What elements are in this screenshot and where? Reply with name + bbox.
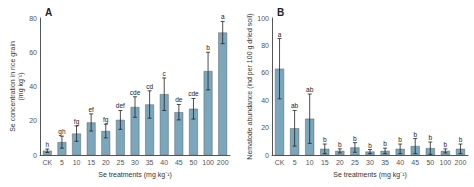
svg-text:10: 10 <box>306 159 314 166</box>
svg-text:Se concentration in rice grain: Se concentration in rice grain <box>9 41 17 132</box>
svg-text:b: b <box>413 131 417 138</box>
svg-text:a: a <box>221 13 225 20</box>
svg-text:def: def <box>116 102 125 109</box>
svg-text:c: c <box>163 70 167 77</box>
svg-text:CK: CK <box>275 159 285 166</box>
svg-text:200: 200 <box>455 159 467 166</box>
svg-text:35: 35 <box>146 159 154 166</box>
svg-text:b: b <box>338 141 342 148</box>
svg-text:20: 20 <box>336 159 344 166</box>
svg-text:45: 45 <box>175 159 183 166</box>
svg-text:60: 60 <box>261 69 269 76</box>
svg-text:b: b <box>459 136 463 143</box>
svg-text:b: b <box>398 136 402 143</box>
svg-text:20: 20 <box>261 124 269 131</box>
svg-text:60: 60 <box>29 49 37 56</box>
svg-text:35: 35 <box>381 159 389 166</box>
svg-text:b: b <box>323 136 327 143</box>
svg-text:b: b <box>428 134 432 141</box>
svg-text:gh: gh <box>58 128 66 136</box>
svg-text:b: b <box>206 44 210 51</box>
svg-text:Se treatments (mg kg⁻¹): Se treatments (mg kg⁻¹) <box>333 171 407 179</box>
svg-text:(mg kg⁻¹): (mg kg⁻¹) <box>17 72 25 100</box>
svg-text:80: 80 <box>29 15 37 22</box>
svg-text:50: 50 <box>190 159 198 166</box>
svg-text:100: 100 <box>440 159 452 166</box>
svg-text:A: A <box>45 7 52 18</box>
svg-text:5: 5 <box>60 159 64 166</box>
svg-text:25: 25 <box>116 159 124 166</box>
svg-text:ab: ab <box>306 86 314 93</box>
svg-text:100: 100 <box>202 159 214 166</box>
svg-text:a: a <box>278 31 282 38</box>
svg-text:20: 20 <box>102 159 110 166</box>
svg-text:45: 45 <box>411 159 419 166</box>
svg-text:B: B <box>277 7 284 18</box>
svg-text:25: 25 <box>351 159 359 166</box>
svg-text:cde: cde <box>130 89 141 96</box>
svg-text:100: 100 <box>257 15 269 22</box>
svg-text:30: 30 <box>366 159 374 166</box>
svg-text:h: h <box>45 141 49 148</box>
svg-text:0: 0 <box>33 152 37 159</box>
svg-text:0: 0 <box>265 152 269 159</box>
svg-text:40: 40 <box>396 159 404 166</box>
svg-text:15: 15 <box>87 159 95 166</box>
svg-text:b: b <box>353 135 357 142</box>
svg-text:30: 30 <box>131 159 139 166</box>
svg-text:80: 80 <box>261 42 269 49</box>
svg-text:cde: cde <box>188 90 199 97</box>
svg-text:b: b <box>383 140 387 147</box>
svg-text:10: 10 <box>73 159 81 166</box>
svg-text:Se treatments (mg kg⁻¹): Se treatments (mg kg⁻¹) <box>98 171 172 179</box>
svg-text:200: 200 <box>217 159 229 166</box>
svg-text:fg: fg <box>74 118 80 126</box>
svg-text:40: 40 <box>29 83 37 90</box>
svg-text:40: 40 <box>160 159 168 166</box>
svg-text:40: 40 <box>261 97 269 104</box>
svg-text:15: 15 <box>321 159 329 166</box>
svg-text:ab: ab <box>291 102 299 109</box>
svg-text:50: 50 <box>426 159 434 166</box>
svg-text:de: de <box>175 96 183 103</box>
svg-text:fg: fg <box>103 116 109 124</box>
svg-text:cd: cd <box>146 83 153 90</box>
svg-text:ef: ef <box>88 106 94 113</box>
svg-text:b: b <box>444 141 448 148</box>
svg-text:b: b <box>368 142 372 149</box>
svg-text:CK: CK <box>42 159 52 166</box>
svg-text:Nematode abundance (ind per 10: Nematode abundance (ind per 100 g dried … <box>246 13 254 159</box>
svg-text:20: 20 <box>29 117 37 124</box>
svg-text:5: 5 <box>293 159 297 166</box>
